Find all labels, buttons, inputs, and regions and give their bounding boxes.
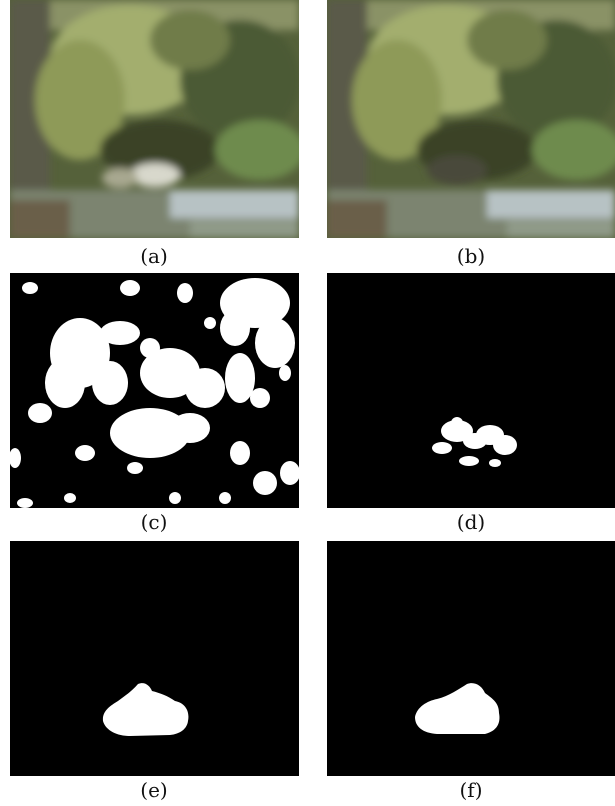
mask-panel-d	[327, 273, 615, 508]
caption-d: (d)	[456, 510, 486, 534]
mask-panel-c	[10, 273, 299, 508]
garden-photo-b	[327, 0, 615, 238]
binary-mask-d	[327, 273, 615, 508]
mask-panel-f	[327, 541, 615, 776]
caption-b: (b)	[456, 244, 486, 268]
photo-panel-a	[10, 0, 299, 238]
photo-panel-b	[327, 0, 615, 238]
binary-mask-e	[10, 541, 299, 776]
caption-a: (a)	[140, 244, 168, 268]
binary-mask-c	[10, 273, 299, 508]
mask-panel-e	[10, 541, 299, 776]
caption-e: (e)	[140, 778, 168, 802]
binary-mask-f	[327, 541, 615, 776]
caption-c: (c)	[140, 510, 168, 534]
caption-f: (f)	[459, 778, 483, 802]
garden-photo-a	[10, 0, 299, 238]
